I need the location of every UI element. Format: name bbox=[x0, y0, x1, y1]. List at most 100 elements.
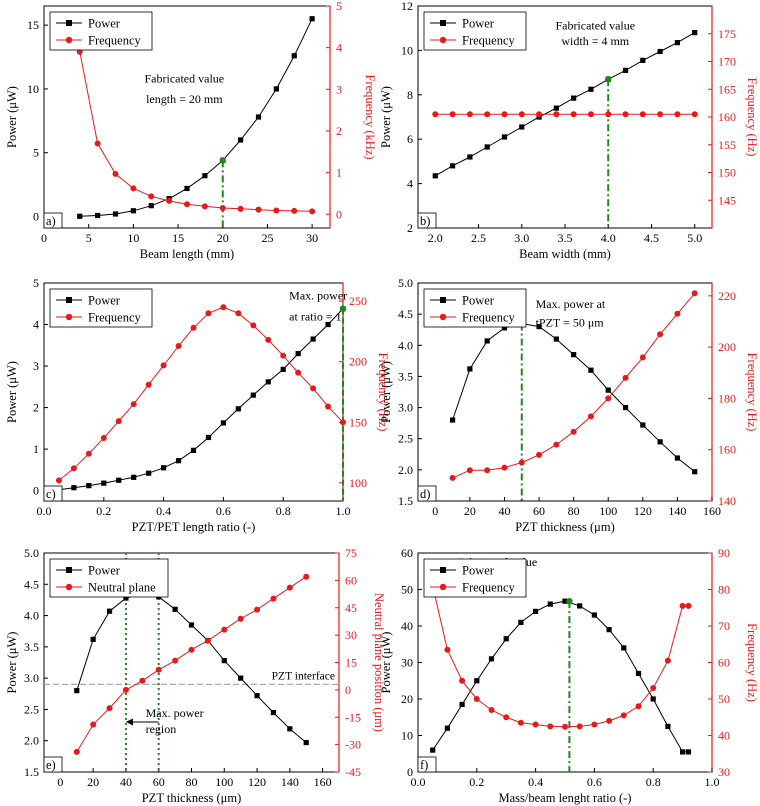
data-point-power bbox=[449, 417, 456, 423]
x-tick-label: 0 bbox=[432, 504, 438, 518]
data-point-frequency bbox=[605, 395, 612, 402]
y-right-tick-label: 160 bbox=[718, 443, 736, 457]
y-right-tick-label: 180 bbox=[718, 391, 736, 405]
data-point-frequency bbox=[591, 721, 598, 728]
y-right-tick-label: 0 bbox=[336, 207, 342, 221]
data-point-power bbox=[553, 336, 559, 342]
y-left-tick-label: 1.5 bbox=[398, 494, 413, 508]
x-tick-label: 2.5 bbox=[471, 231, 486, 245]
data-point-power bbox=[547, 601, 553, 607]
data-point-power bbox=[130, 208, 136, 214]
x-tick-label: 15 bbox=[172, 231, 184, 245]
legend-label: Frequency bbox=[462, 311, 516, 325]
data-point-frequency bbox=[587, 111, 594, 118]
y-left-tick-label: 2 bbox=[407, 221, 413, 235]
x-tick-label: 30 bbox=[306, 231, 318, 245]
y-left-tick-label: 50 bbox=[401, 583, 413, 597]
data-point-frequency bbox=[536, 451, 543, 458]
highlight-point bbox=[566, 597, 573, 605]
x-axis-title: Beam length (mm) bbox=[140, 247, 234, 261]
y-right-tick-label: -45 bbox=[345, 765, 361, 779]
data-point-neutral-plane bbox=[122, 686, 129, 693]
y-right-axis-title: Neutral plane position (μm) bbox=[372, 593, 386, 732]
data-point-neutral-plane bbox=[73, 748, 80, 755]
data-point-frequency bbox=[635, 703, 642, 710]
data-point-power bbox=[303, 739, 309, 746]
legend-label: Frequency bbox=[88, 34, 142, 48]
y-left-tick-label: 2.0 bbox=[398, 463, 413, 477]
x-tick-label: 5.0 bbox=[687, 231, 702, 245]
x-tick-label: 0 bbox=[57, 775, 63, 789]
legend-marker bbox=[65, 583, 73, 591]
legend-marker bbox=[439, 583, 447, 591]
data-point-frequency bbox=[605, 111, 612, 118]
data-point-power bbox=[449, 163, 456, 169]
legend-label: Power bbox=[88, 17, 121, 31]
data-point-frequency bbox=[650, 685, 657, 692]
legend-label: Neutral plane bbox=[88, 581, 156, 595]
y-left-tick-label: 5 bbox=[33, 276, 39, 290]
data-point-frequency bbox=[235, 310, 242, 317]
y-left-tick-label: 2.0 bbox=[24, 734, 39, 748]
x-tick-label: 1.0 bbox=[336, 504, 351, 518]
panel-c: 0.0 0.2 0.4 0.6 0.8 1.0 0 1 2 3 4 5 100 150 200 250 PZT/… bbox=[5, 276, 390, 534]
data-point-frequency bbox=[340, 419, 346, 426]
y-left-tick-label: 8 bbox=[407, 88, 413, 102]
data-point-frequency bbox=[691, 290, 698, 297]
highlight-point bbox=[339, 305, 347, 312]
data-point-power bbox=[488, 656, 495, 662]
data-point-frequency bbox=[685, 602, 692, 609]
data-point-power bbox=[685, 749, 692, 755]
legend-label: Power bbox=[462, 17, 495, 31]
panel-label: b) bbox=[420, 214, 430, 228]
annotation: tPZT = 50 μm bbox=[536, 316, 605, 330]
y-right-tick-label: 145 bbox=[718, 193, 736, 207]
y-left-tick-label: 5 bbox=[33, 146, 39, 160]
x-tick-label: 100 bbox=[599, 504, 617, 518]
x-axis-title: PZT/PET length ratio (-) bbox=[132, 520, 256, 534]
y-right-tick-label: 60 bbox=[718, 656, 730, 670]
data-point-frequency bbox=[657, 331, 664, 338]
y-right-tick-label: 75 bbox=[345, 546, 357, 560]
y-right-tick-label: -30 bbox=[345, 738, 361, 752]
annotation: at ratio = 1 bbox=[289, 309, 341, 323]
x-tick-label: 2.0 bbox=[428, 231, 443, 245]
x-tick-label: 3.0 bbox=[514, 231, 529, 245]
x-tick-label: 0.6 bbox=[216, 504, 231, 518]
panel-label: e) bbox=[46, 758, 56, 772]
y-right-tick-label: 5 bbox=[336, 0, 342, 13]
y-left-axis-title: Power (μW) bbox=[5, 361, 19, 423]
data-point-neutral-plane bbox=[90, 721, 97, 728]
legend-marker bbox=[440, 567, 446, 573]
y-left-tick-label: 4 bbox=[33, 318, 39, 332]
legend-box bbox=[423, 11, 527, 51]
data-point-frequency bbox=[166, 197, 173, 204]
data-point-frequency bbox=[432, 111, 439, 118]
y-left-tick-label: 3 bbox=[33, 359, 39, 373]
data-point-frequency bbox=[517, 719, 524, 726]
data-point-power bbox=[71, 485, 77, 491]
data-point-power bbox=[291, 53, 297, 59]
data-point-frequency bbox=[449, 111, 456, 118]
y-right-tick-label: 200 bbox=[718, 340, 736, 354]
data-point-power bbox=[484, 144, 490, 150]
data-point-frequency bbox=[160, 362, 167, 369]
data-point-frequency bbox=[219, 205, 226, 212]
data-point-power bbox=[484, 338, 490, 344]
x-tick-label: 20 bbox=[87, 775, 99, 789]
data-point-frequency bbox=[484, 467, 491, 474]
series-line-power bbox=[79, 18, 313, 217]
data-point-power bbox=[77, 213, 83, 219]
data-point-power bbox=[310, 336, 316, 342]
data-point-power bbox=[635, 670, 642, 677]
data-point-power bbox=[205, 434, 212, 441]
data-point-power bbox=[621, 645, 627, 651]
data-point-frequency bbox=[606, 717, 613, 724]
data-point-neutral-plane bbox=[221, 626, 228, 633]
data-point-power bbox=[184, 185, 190, 192]
data-point-frequency bbox=[622, 111, 629, 118]
y-left-tick-label: 2.5 bbox=[398, 432, 413, 446]
x-tick-label: 3.5 bbox=[558, 231, 573, 245]
data-point-frequency bbox=[536, 111, 543, 118]
data-point-frequency bbox=[488, 706, 495, 713]
